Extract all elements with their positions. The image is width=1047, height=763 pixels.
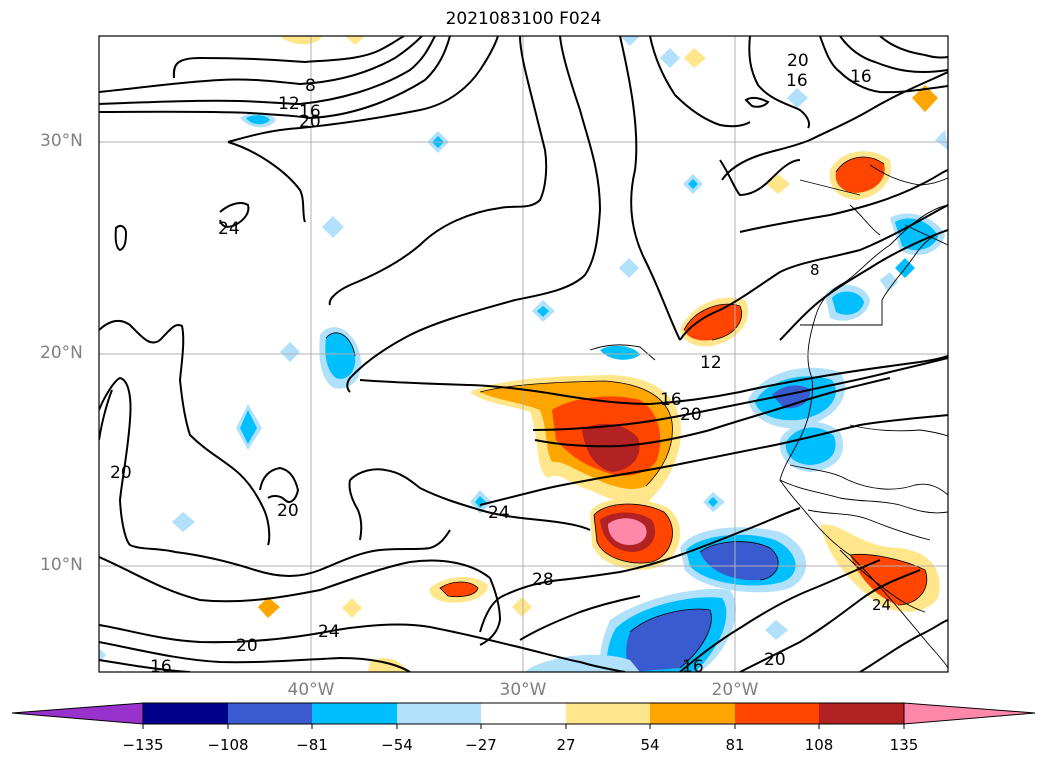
map-frame [98,35,949,673]
contour-label: 28 [532,570,554,590]
lat-label: 30°N [40,131,83,151]
lon-label: 30°W [499,680,547,700]
colorbar-bin [650,703,735,724]
colorbar-bin [228,703,312,724]
contour-label: 20 [110,463,132,483]
colorbar-tick-label: −54 [381,736,413,754]
contour-label: 8 [810,261,820,279]
contour-label: 12 [278,94,300,114]
contour-label: 24 [872,596,891,614]
contour-label: 20 [299,112,321,132]
colorbar-tick-label: 27 [556,736,576,754]
colorbar-bin [566,703,650,724]
colorbar-bin [143,703,228,724]
contour-label: 16 [299,102,321,122]
colorbar-tick-label: −27 [465,736,497,754]
colorbar-frame [142,702,905,725]
contour-label: 24 [318,622,340,642]
colorbar-bin [481,703,566,724]
contour-label: 20 [787,51,809,71]
contour-label: 16 [150,657,172,677]
contour-label: 20 [236,636,258,656]
colorbar-extend-high [903,702,1036,725]
colorbar-extend-low [11,702,144,725]
contour-label: 16 [660,390,682,410]
lon-label: 20°W [711,680,759,700]
main-contours [99,36,948,672]
colorbar-bin [819,703,904,724]
colorbar-tick-label: −108 [207,736,249,754]
contour-label: 24 [218,219,240,239]
contour-label: 8 [305,76,316,96]
contour-label: 20 [764,650,786,670]
map-title: 2021083100 F024 [445,9,602,29]
lat-label: 20°N [40,343,83,363]
colorbar-bin [735,703,819,724]
colorbar-bin [397,703,481,724]
lon-label: 40°W [287,680,335,700]
colorbar-tick-label: 135 [889,736,919,754]
contour-labels: 8 12 16 20 20 16 16 24 12 16 20 20 20 24… [110,51,891,677]
colorbar [11,702,1036,729]
colorbar-tick-label: 54 [640,736,660,754]
colorbar-tick-label: −135 [122,736,164,754]
colorbar-tick-label: 108 [804,736,834,754]
colorbar-tick-label: 81 [725,736,745,754]
contour-label: 20 [277,501,299,521]
contour-label: 12 [700,353,722,373]
contour-label: 24 [488,503,510,523]
contour-label: 16 [786,71,808,91]
contour-label: 16 [682,657,704,677]
contour-label: 16 [850,67,872,87]
lat-label: 10°N [40,555,83,575]
contour-label: 20 [680,405,702,425]
gridlines [99,36,948,672]
colorbar-bin [312,703,397,724]
colorbar-tick-label: −81 [296,736,328,754]
